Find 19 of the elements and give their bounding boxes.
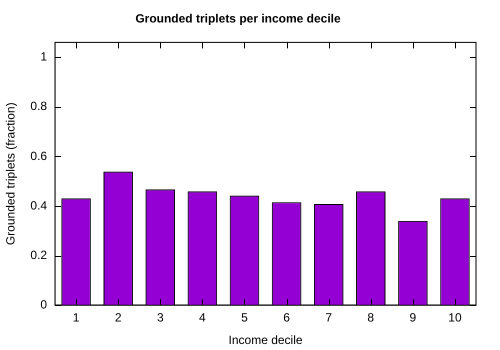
x-tick-label: 9 (410, 310, 417, 325)
x-tick-label: 5 (241, 310, 248, 325)
y-tick-label: 0.2 (30, 248, 48, 262)
x-tick-label: 2 (114, 310, 122, 325)
y-tick-label: 0.8 (30, 99, 48, 114)
x-axis-title: Income decile (228, 333, 303, 348)
chart-title: Grounded triplets per income decile (135, 12, 342, 26)
x-tick-label: 4 (199, 310, 206, 325)
y-tick-label: 0.4 (30, 198, 48, 212)
x-tick-label: 7 (325, 310, 332, 325)
x-tick-label: 10 (448, 310, 462, 325)
x-tick-label: 1 (72, 310, 80, 325)
x-tick-label: 6 (283, 310, 290, 325)
x-tick-label: 3 (156, 310, 164, 325)
x-tick-label: 8 (367, 310, 374, 325)
y-axis-title: Grounded triplets (fraction) (4, 102, 18, 246)
y-tick-label: 0 (40, 298, 48, 312)
y-tick-label: 0.6 (30, 148, 48, 163)
y-tick-label: 1 (40, 50, 48, 64)
